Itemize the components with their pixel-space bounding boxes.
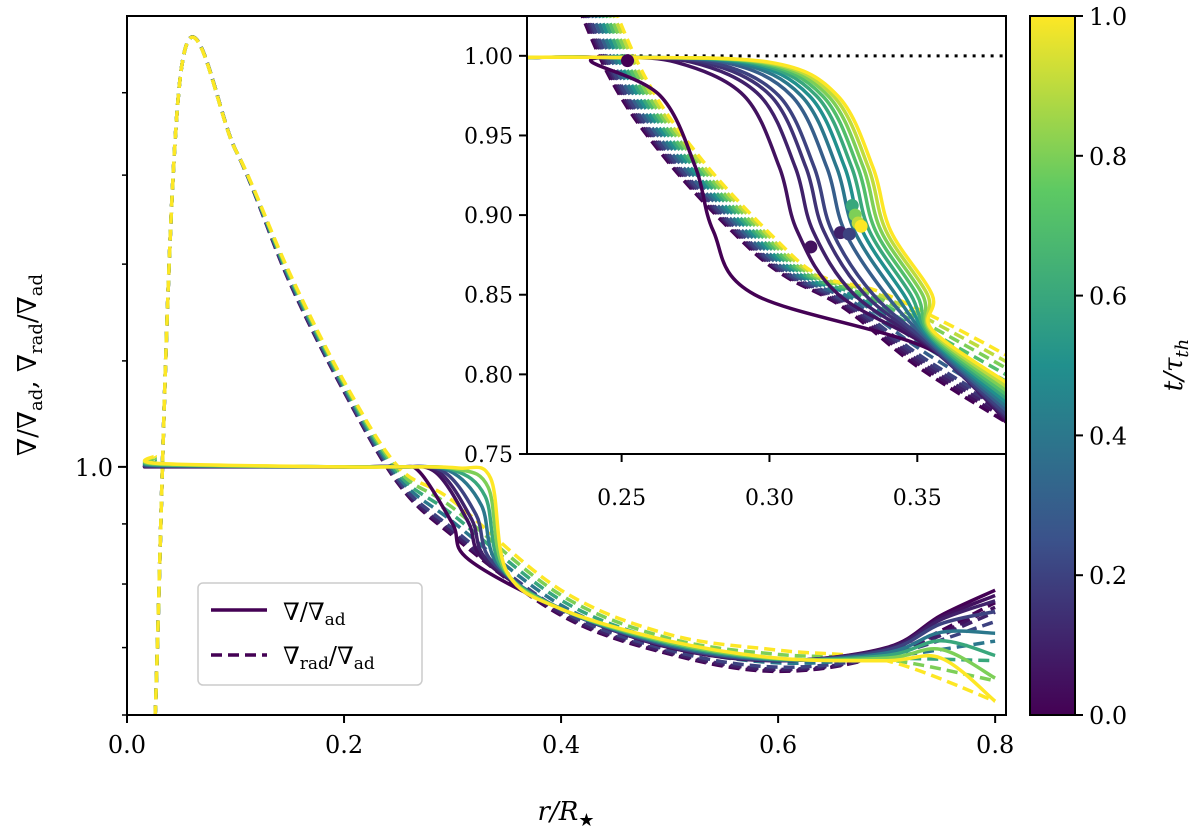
inset-gradrad-line [615,16,1006,357]
colorbar-ticks: 0.0 0.2 0.4 0.6 0.8 1.0 [1075,3,1127,730]
inset-axes-frame [526,15,1007,455]
transition-marker [804,240,818,254]
colorbar-tick-label: 1.0 [1089,3,1127,31]
x-tick-label: 0.4 [542,731,580,759]
colorbar-label: t/τth [1159,339,1193,391]
colorbar-tick-label: 0.4 [1089,422,1127,450]
grad-line [142,454,997,703]
colorbar-tick-label: 0.2 [1089,562,1127,590]
x-tick-label: 0.8 [976,731,1014,759]
transition-marker [854,219,868,233]
inset-gradrad-line [605,16,1006,377]
inset-gradrad-line [608,16,1006,371]
inset-y-tick-label: 1.00 [464,45,513,70]
inset-y-tick-label: 0.80 [464,363,513,388]
y-axis-label: ∇/∇ad, ∇rad/∇ad [13,274,47,456]
legend-label-gradrad: ∇rad/∇ad [283,642,375,674]
x-tick-label: 0.6 [759,731,797,759]
main-plot-lines [142,35,997,715]
inset-y-tick-label: 0.85 [464,284,513,309]
transition-marker [621,54,635,68]
inset-y-tick-label: 0.95 [464,124,513,149]
colorbar-tick-label: 0.6 [1089,283,1127,311]
x-axis-label: r/R★ [538,797,595,831]
main-axis-ticks: 0.0 0.2 0.4 0.6 0.8 1.0 [75,91,1014,759]
colorbar-tick-label: 0.0 [1089,702,1127,730]
inset-plot-lines [527,16,1006,424]
inset-y-tick-label: 0.90 [464,204,513,229]
x-tick-label: 0.0 [108,731,146,759]
inset-x-tick-label: 0.35 [893,486,942,511]
inset-x-tick-label: 0.30 [745,486,794,511]
gradrad-line [153,35,996,715]
y-tick-label: 1.0 [75,454,113,482]
inset-gradrad-line [594,16,1006,397]
transition-marker [842,227,856,241]
legend: ∇/∇ad ∇rad/∇ad [197,582,423,686]
x-tick-label: 0.2 [325,731,363,759]
inset-x-tick-label: 0.25 [597,486,646,511]
inset-gradrad-line [598,16,1006,391]
inset-gradrad-line [601,16,1006,384]
inset-grad-line [527,55,1006,384]
inset-gradrad-line [612,16,1006,364]
inset-y-tick-label: 0.75 [464,443,513,468]
colorbar [1029,15,1076,716]
colorbar-tick-label: 0.8 [1089,143,1127,171]
inset-axis-ticks: 0.25 0.30 0.35 0.75 0.80 0.85 0.90 0.95 1.00 [464,45,942,511]
